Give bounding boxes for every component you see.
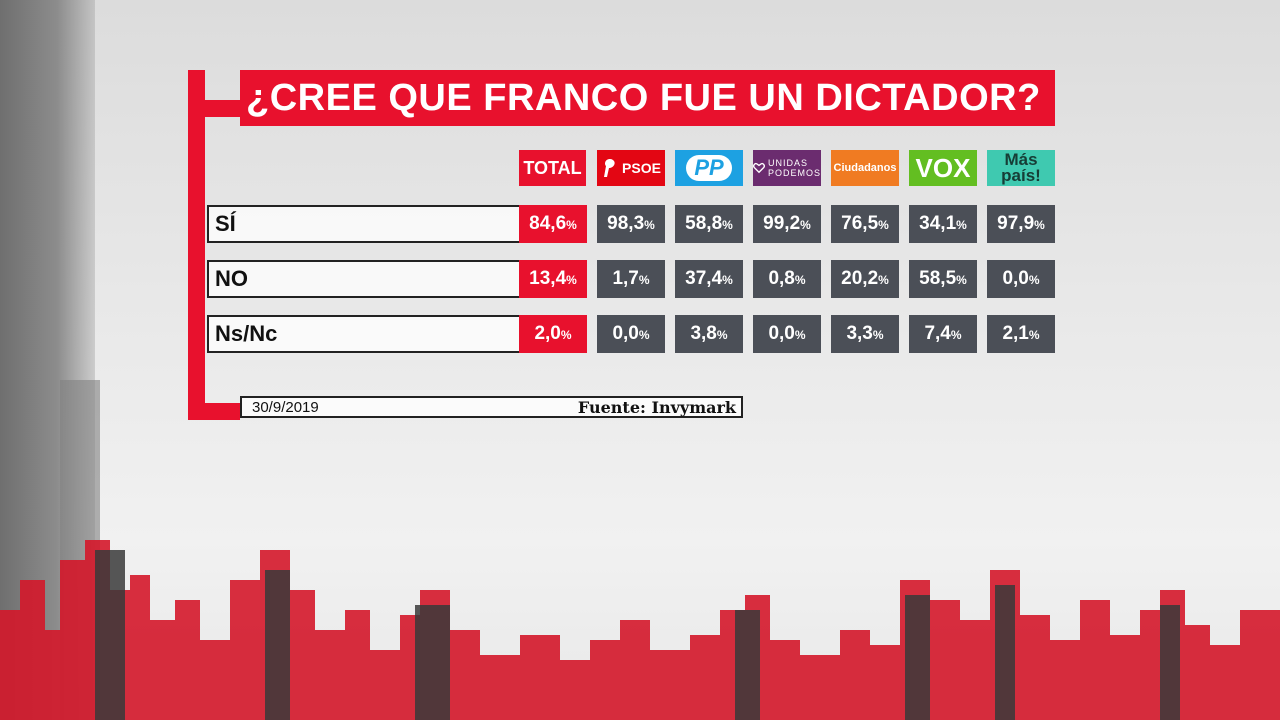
column-header-total: TOTAL bbox=[519, 150, 586, 186]
cell-value: 76,5 bbox=[841, 213, 879, 234]
percent-sign: % bbox=[566, 273, 577, 287]
cell-value: 58,8 bbox=[685, 213, 723, 234]
heart-icon bbox=[753, 162, 765, 174]
unidas-label: UNIDAS bbox=[767, 158, 808, 168]
chart-title: ¿CREE QUE FRANCO FUE UN DICTADOR? bbox=[240, 70, 1055, 126]
vox-cell: 58,5% bbox=[909, 260, 977, 298]
vox-label: VOX bbox=[915, 152, 971, 183]
percent-sign: % bbox=[1034, 218, 1045, 232]
cell-value: 1,7 bbox=[612, 268, 639, 289]
psoe-label: PSOE bbox=[622, 160, 661, 176]
percent-sign: % bbox=[800, 218, 811, 232]
ciudadanos-label: Ciudadanos bbox=[833, 162, 897, 174]
ciudadanos-cell: 20,2% bbox=[831, 260, 899, 298]
cell-value: 13,4 bbox=[529, 268, 567, 289]
psoe-cell: 1,7% bbox=[597, 260, 665, 298]
psoe-cell: 98,3% bbox=[597, 205, 665, 243]
percent-sign: % bbox=[638, 273, 650, 287]
percent-sign: % bbox=[722, 218, 733, 232]
survey-date: 30/9/2019 bbox=[252, 398, 319, 416]
cell-value: 0,0 bbox=[1002, 268, 1029, 289]
column-header-vox: VOX bbox=[909, 150, 977, 186]
psoe-rose-icon bbox=[604, 159, 615, 177]
total-cell: 13,4% bbox=[519, 260, 587, 298]
percent-sign: % bbox=[956, 218, 967, 232]
mas-label: Más bbox=[1004, 150, 1038, 169]
percent-sign: % bbox=[794, 273, 806, 287]
psoe-cell: 0,0% bbox=[597, 315, 665, 353]
cell-value: 0,0 bbox=[768, 323, 795, 344]
pp-cell: 58,8% bbox=[675, 205, 743, 243]
cell-value: 98,3 bbox=[607, 213, 645, 234]
cell-value: 2,0 bbox=[534, 323, 561, 344]
vox-cell: 7,4% bbox=[909, 315, 977, 353]
footer-bar: 30/9/2019 Fuente: Invymark bbox=[240, 396, 743, 418]
percent-sign: % bbox=[566, 218, 577, 232]
cell-value: 58,5 bbox=[919, 268, 957, 289]
mas-pais-cell: 0,0% bbox=[987, 260, 1055, 298]
percent-sign: % bbox=[872, 328, 884, 342]
cell-value: 0,8 bbox=[768, 268, 795, 289]
cell-value: 84,6 bbox=[529, 213, 567, 234]
column-header-ciudadanos: Ciudadanos bbox=[831, 150, 899, 186]
column-header-psoe: PSOE bbox=[597, 150, 665, 186]
mas-pais-cell: 2,1% bbox=[987, 315, 1055, 353]
pais-label: país! bbox=[1001, 166, 1041, 185]
percent-sign: % bbox=[722, 273, 733, 287]
source-label: Fuente: Invymark bbox=[577, 397, 736, 417]
column-header-unidas-podemos: UNIDAS PODEMOS bbox=[753, 150, 821, 186]
pp-cell: 37,4% bbox=[675, 260, 743, 298]
unidas-podemos-cell: 0,0% bbox=[753, 315, 821, 353]
unidas-podemos-cell: 99,2% bbox=[753, 205, 821, 243]
cell-value: 7,4 bbox=[924, 323, 951, 344]
percent-sign: % bbox=[644, 218, 655, 232]
total-cell: 2,0% bbox=[519, 315, 587, 353]
mas-pais-cell: 97,9% bbox=[987, 205, 1055, 243]
column-header-pp: PP bbox=[675, 150, 743, 186]
percent-sign: % bbox=[560, 328, 572, 342]
cell-value: 3,8 bbox=[690, 323, 717, 344]
cell-value: 20,2 bbox=[841, 268, 879, 289]
percent-sign: % bbox=[638, 328, 650, 342]
percent-sign: % bbox=[950, 328, 962, 342]
percent-sign: % bbox=[1028, 273, 1040, 287]
percent-sign: % bbox=[878, 218, 889, 232]
cell-value: 3,3 bbox=[846, 323, 873, 344]
percent-sign: % bbox=[1028, 328, 1040, 342]
percent-sign: % bbox=[716, 328, 728, 342]
frame-top-bar bbox=[188, 100, 240, 117]
vox-cell: 34,1% bbox=[909, 205, 977, 243]
background-skyline bbox=[0, 540, 1280, 720]
cell-value: 97,9 bbox=[997, 213, 1035, 234]
frame-left-bar bbox=[188, 70, 205, 420]
percent-sign: % bbox=[794, 328, 806, 342]
pp-cell: 3,8% bbox=[675, 315, 743, 353]
cell-value: 34,1 bbox=[919, 213, 957, 234]
percent-sign: % bbox=[956, 273, 967, 287]
cell-value: 37,4 bbox=[685, 268, 723, 289]
unidas-podemos-cell: 0,8% bbox=[753, 260, 821, 298]
ciudadanos-cell: 3,3% bbox=[831, 315, 899, 353]
column-header-mas-pais: Más país! bbox=[987, 150, 1055, 186]
percent-sign: % bbox=[878, 273, 889, 287]
ciudadanos-cell: 76,5% bbox=[831, 205, 899, 243]
cell-value: 2,1 bbox=[1002, 323, 1029, 344]
pp-label: PP bbox=[686, 155, 732, 181]
total-cell: 84,6% bbox=[519, 205, 587, 243]
cell-value: 99,2 bbox=[763, 213, 801, 234]
cell-value: 0,0 bbox=[612, 323, 639, 344]
frame-bottom-bar bbox=[188, 403, 240, 420]
podemos-label: PODEMOS bbox=[767, 168, 821, 178]
